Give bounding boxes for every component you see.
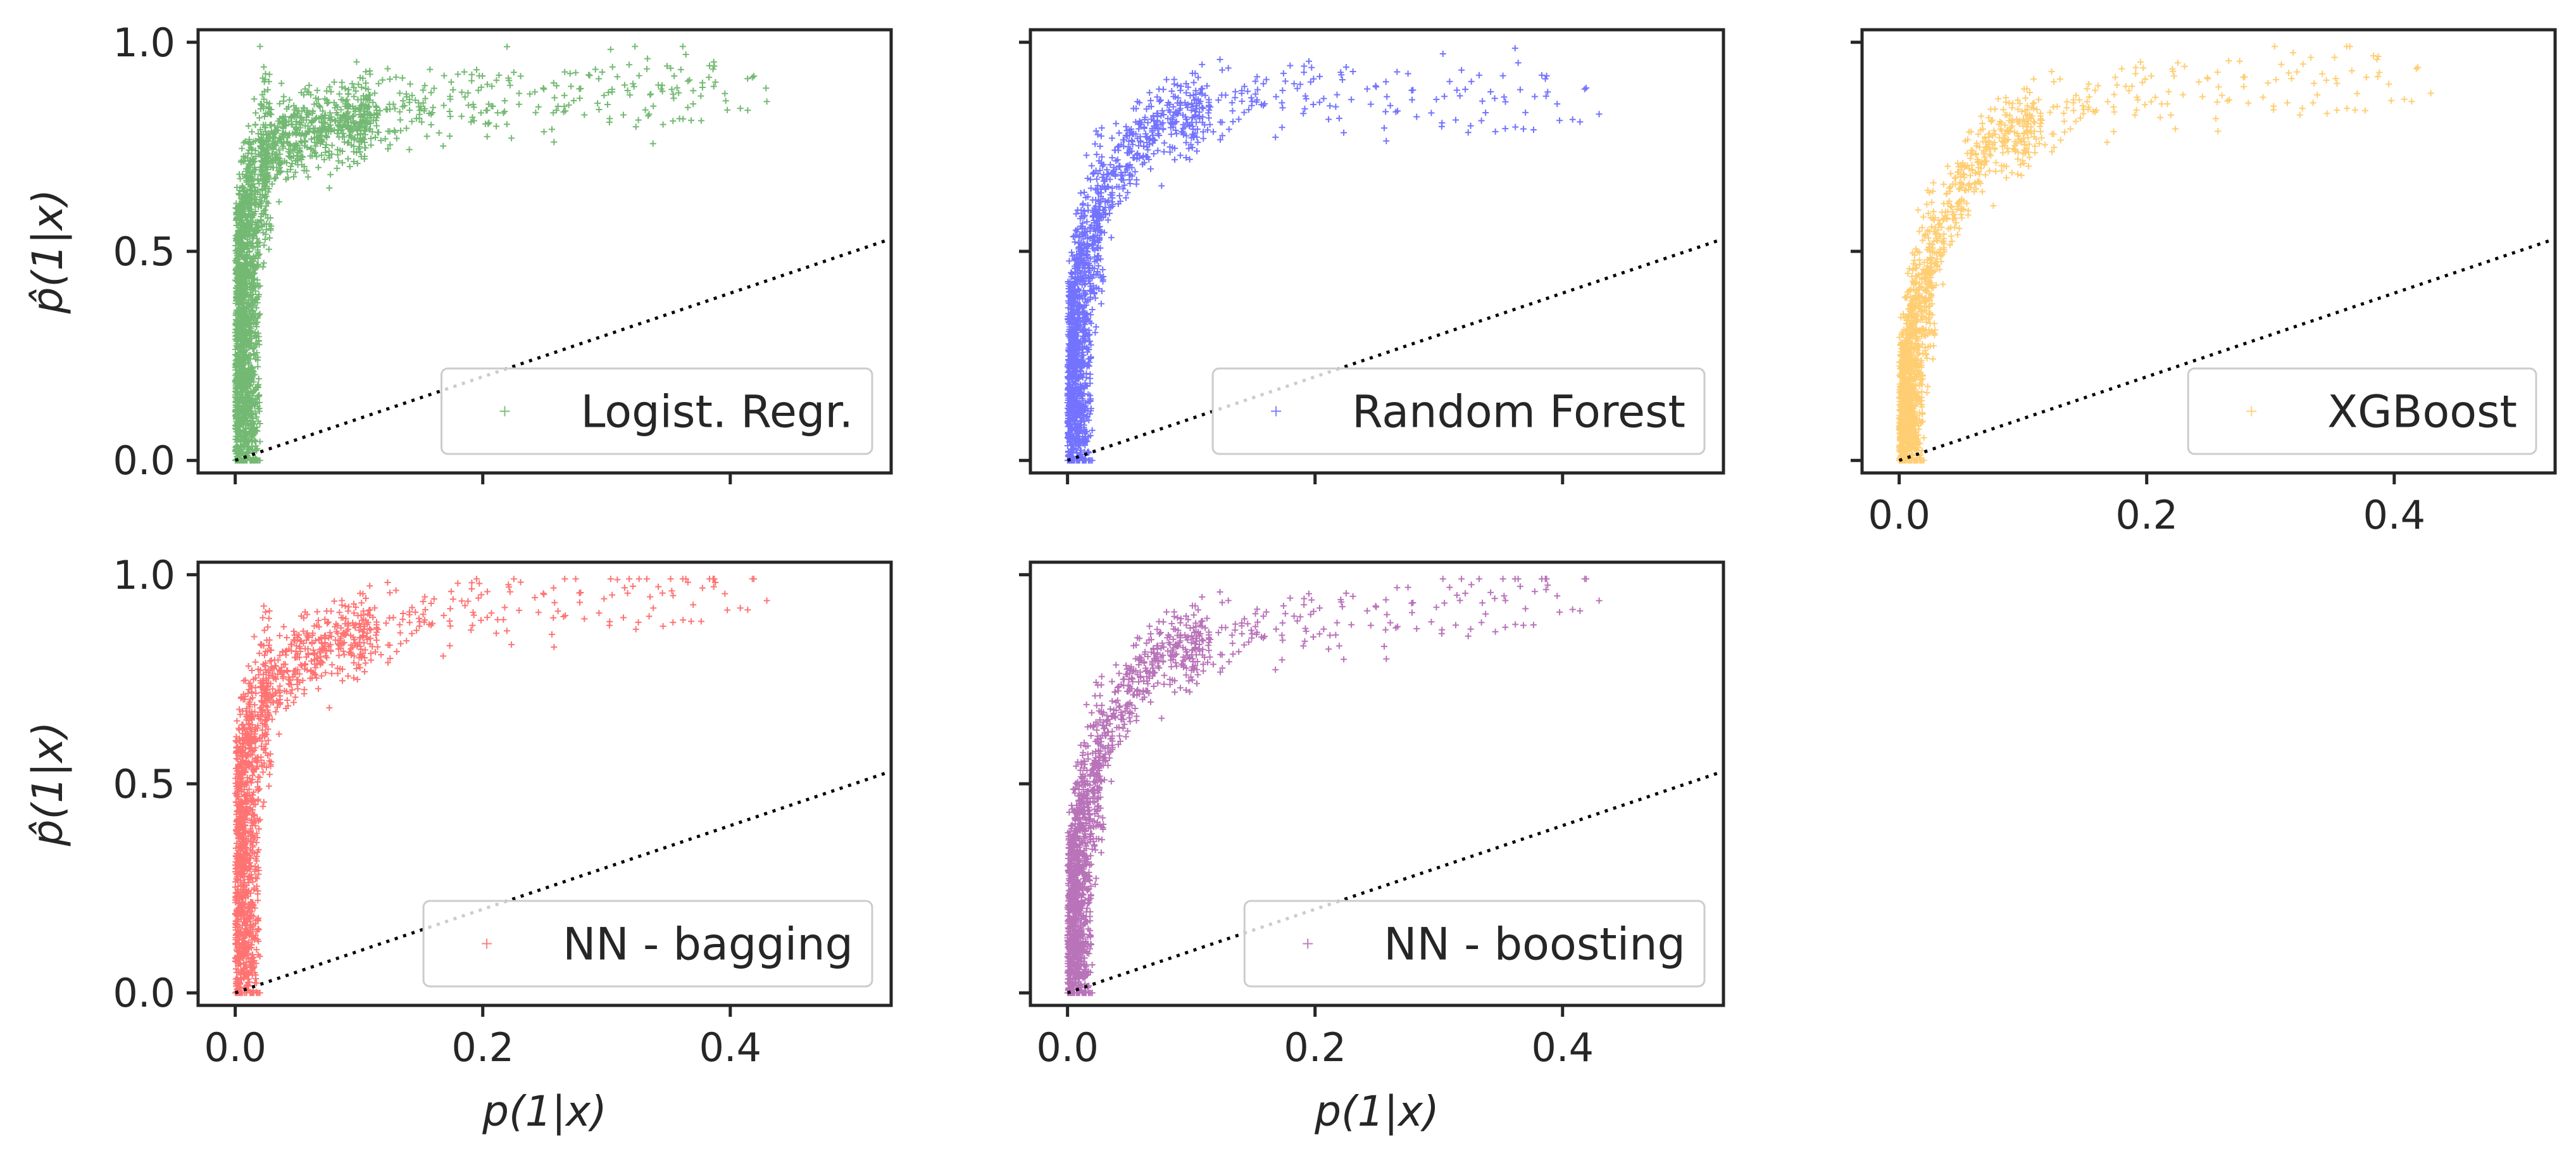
legend: NN - boosting (1243, 900, 1706, 988)
panel-2: Random Forest (1019, 28, 1725, 484)
identity-line (234, 769, 891, 995)
scatter-points (1064, 45, 1603, 464)
legend: Random Forest (1211, 367, 1706, 455)
x-tick-label: 0.2 (1284, 1024, 1346, 1071)
y-tick-label: 0.0 (113, 437, 175, 484)
x-tick-label: 0.4 (2363, 492, 2425, 538)
scatter-points (1064, 576, 1603, 997)
legend-marker (2246, 406, 2257, 417)
legend-label: NN - bagging (563, 919, 853, 971)
x-tick-label: 0.4 (1531, 1024, 1594, 1071)
panel-4: 0.0 0.2 0.4 0.0 0.5 1.0 p(1|x) p̂(1|x) NN - bagg… (23, 552, 893, 1136)
x-axis-title: p(1|x) (482, 1087, 607, 1136)
y-tick-label: 0.0 (113, 970, 175, 1016)
legend-box (1243, 900, 1706, 988)
identity-line (1898, 237, 2555, 462)
panel-5: 0.0 0.2 0.4 p(1|x) NN - boosting (1019, 560, 1725, 1136)
identity-line (1066, 237, 1723, 462)
scatter-points (232, 576, 770, 997)
y-tick-label: 0.5 (113, 229, 175, 275)
x-tick-label: 0.0 (1036, 1024, 1099, 1071)
y-axis-title: p̂(1|x) (23, 189, 72, 315)
legend: Logist. Regr. (441, 367, 873, 455)
legend-label: Logist. Regr. (581, 386, 854, 438)
x-tick-label: 0.2 (2115, 492, 2178, 538)
scatter-markers (1064, 576, 1603, 997)
legend-marker (1303, 938, 1313, 949)
y-tick-label: 1.0 (113, 552, 175, 598)
scatter-markers (232, 43, 770, 464)
legend-box (2187, 367, 2537, 455)
panel-3: 0.0 0.2 0.4 XGBoost (1851, 28, 2557, 538)
legend-box (1211, 367, 1706, 455)
legend-label: XGBoost (2327, 386, 2517, 438)
x-tick-label: 0.4 (699, 1024, 761, 1071)
y-tick-label: 0.5 (113, 761, 175, 807)
legend-marker (499, 406, 510, 417)
legend-marker (482, 938, 492, 949)
legend-label: Random Forest (1352, 386, 1685, 438)
identity-line (234, 237, 891, 462)
scatter-points (232, 43, 770, 464)
legend-box (422, 900, 873, 988)
legend-label: NN - boosting (1384, 919, 1685, 971)
scatter-markers (1064, 45, 1603, 464)
legend-box (441, 367, 873, 455)
panel-1: 0.0 0.5 1.0 p̂(1|x) Logist. Regr. (23, 20, 893, 484)
x-tick-label: 0.0 (204, 1024, 266, 1071)
scatter-markers (232, 576, 770, 997)
legend: NN - bagging (422, 900, 873, 988)
x-tick-label: 0.0 (1868, 492, 1930, 538)
x-axis-title: p(1|x) (1314, 1087, 1439, 1136)
y-tick-label: 1.0 (113, 20, 175, 66)
x-tick-label: 0.2 (451, 1024, 514, 1071)
legend-marker (1271, 406, 1282, 417)
y-axis-title: p̂(1|x) (23, 722, 72, 847)
identity-line (1066, 769, 1723, 995)
legend: XGBoost (2187, 367, 2537, 455)
